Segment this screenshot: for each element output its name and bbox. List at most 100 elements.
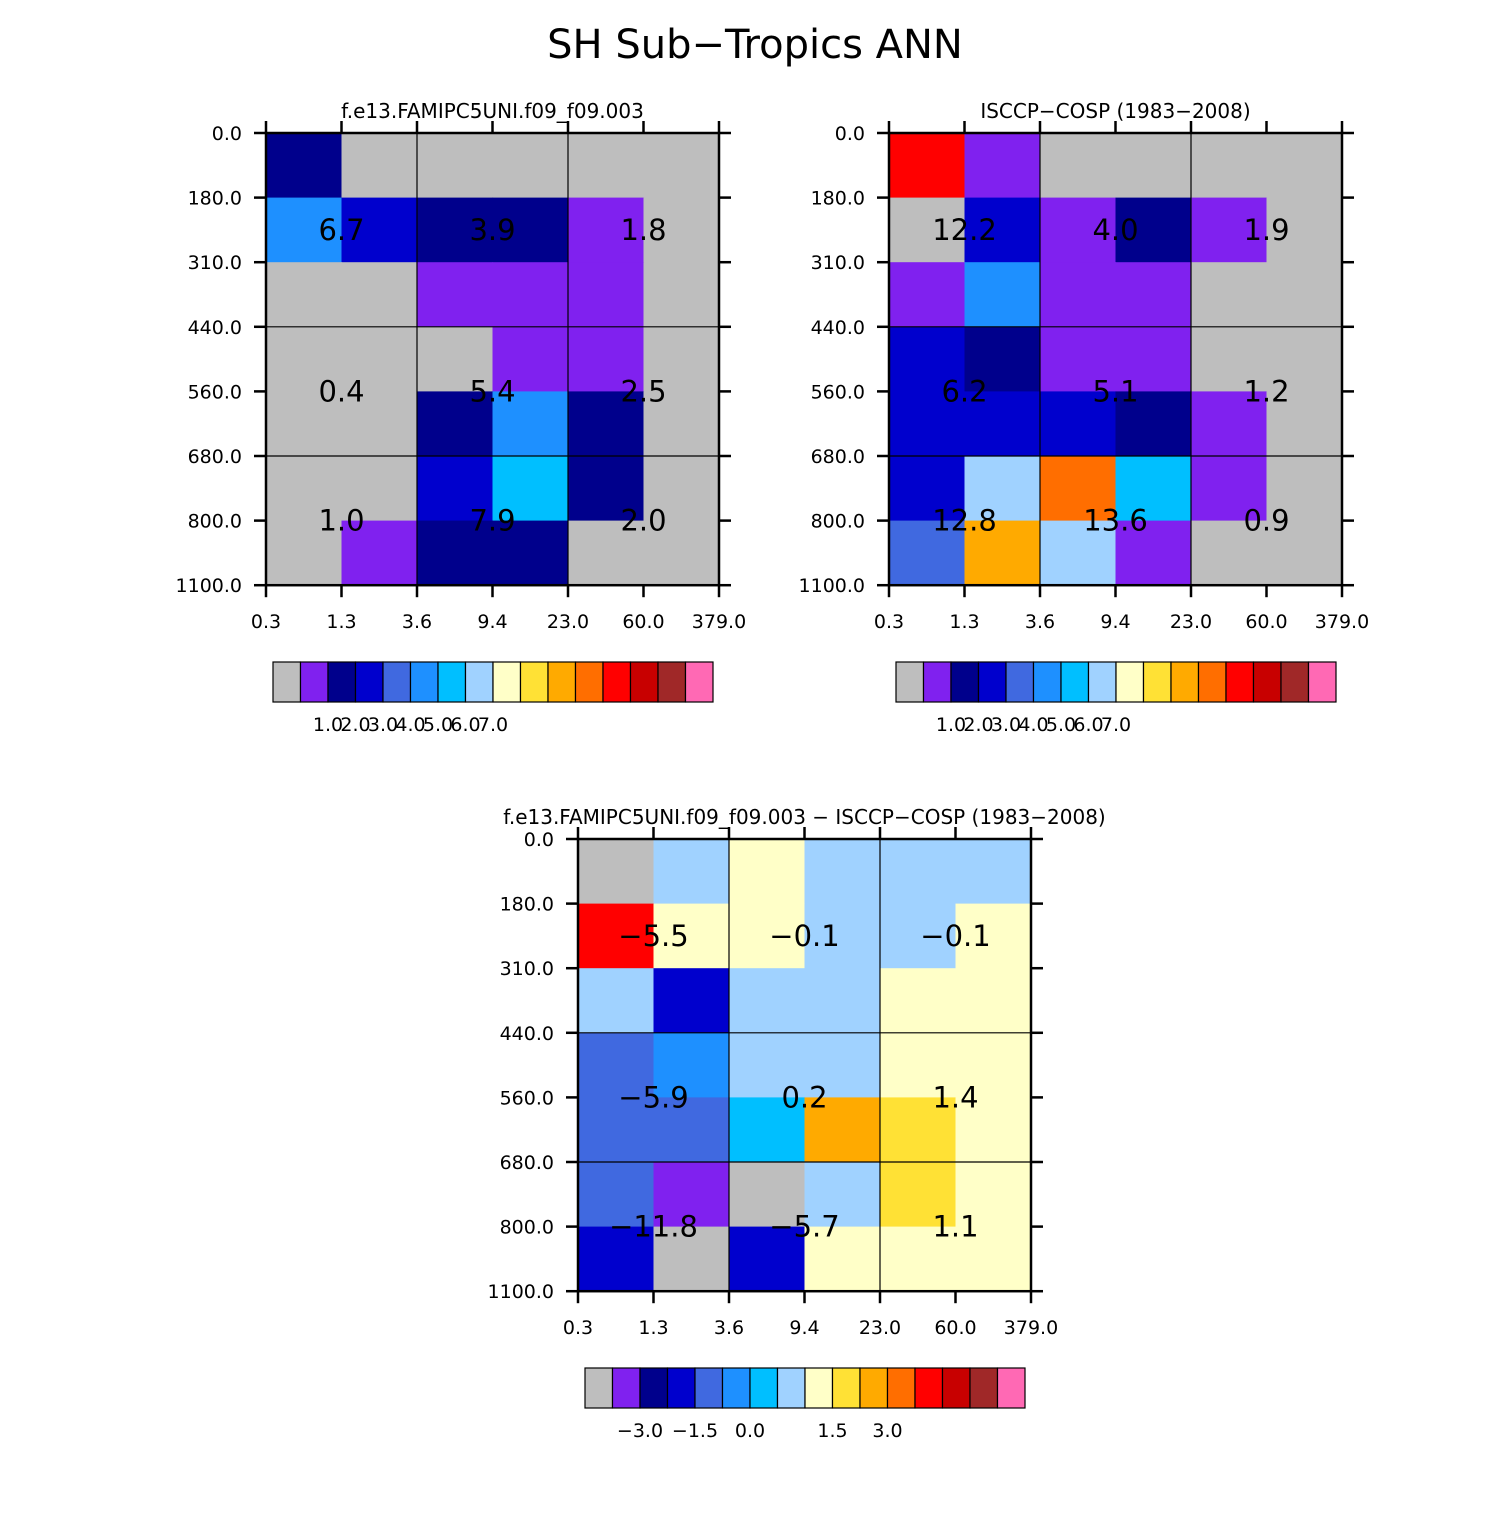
heatmap-panel-1: f.e13.FAMIPC5UNI.f09_f09.003 6.7 3.9 1.8 0.4… xyxy=(176,99,747,736)
cell-value-label: 12.8 xyxy=(932,504,997,538)
colorbar-box xyxy=(299,661,329,703)
heatmap-cell xyxy=(653,1226,730,1292)
heatmap-cell xyxy=(492,391,569,457)
x-tick-label: 60.0 xyxy=(934,1317,976,1339)
colorbar-label: 2.0 xyxy=(963,714,993,736)
heatmap-cell xyxy=(266,197,343,263)
heatmap-cell xyxy=(955,1162,1032,1228)
heatmap-cell xyxy=(1115,391,1192,457)
heatmap-cell xyxy=(804,1097,881,1163)
y-tick-label: 440.0 xyxy=(811,317,865,339)
heatmap-cell xyxy=(964,456,1041,522)
x-tick-label: 23.0 xyxy=(547,611,589,633)
colorbar-box xyxy=(1307,661,1337,703)
heatmap-cell xyxy=(1266,520,1343,586)
heatmap-cell xyxy=(653,968,730,1034)
panel-title: f.e13.FAMIPC5UNI.f09_f09.003 xyxy=(341,99,644,123)
cell-value-label: 6.2 xyxy=(941,374,987,408)
x-tick-label: 0.3 xyxy=(563,1317,593,1339)
heatmap-cell xyxy=(578,903,655,969)
colorbar-label: 1.0 xyxy=(313,714,343,736)
x-tick-label: 379.0 xyxy=(1004,1317,1058,1339)
colorbar-box xyxy=(1225,661,1255,703)
colorbar: 1.02.03.04.05.06.07.0 xyxy=(272,661,714,736)
heatmap-panel-3: f.e13.FAMIPC5UNI.f09_f09.003 − ISCCP−COS… xyxy=(488,805,1106,1442)
y-tick-label: 440.0 xyxy=(500,1023,554,1045)
y-tick-label: 180.0 xyxy=(188,188,242,210)
colorbar-box xyxy=(1032,661,1062,703)
colorbar-box xyxy=(629,661,659,703)
heatmap-cell xyxy=(653,1097,730,1163)
heatmap-cell xyxy=(492,520,569,586)
heatmap-cell xyxy=(729,903,806,969)
heatmap-cell xyxy=(889,262,966,328)
heatmap-cell xyxy=(1266,197,1343,263)
y-tick-label: 180.0 xyxy=(811,188,865,210)
heatmap-cell xyxy=(417,262,494,328)
x-tick-label: 1.3 xyxy=(949,611,979,633)
heatmap-cell xyxy=(1266,456,1343,522)
heatmap-cell xyxy=(1191,197,1268,263)
heatmap-cell xyxy=(880,1032,957,1098)
heatmap-cell xyxy=(1040,520,1117,586)
heatmap-cell xyxy=(804,839,881,905)
cell-value-label: 3.9 xyxy=(469,213,515,247)
heatmap-cell xyxy=(341,197,418,263)
y-tick-label: 560.0 xyxy=(188,381,242,403)
colorbar-label: 1.5 xyxy=(817,1420,847,1442)
colorbar-box xyxy=(831,1367,861,1409)
colorbar-box xyxy=(886,1367,916,1409)
heatmap-cell xyxy=(492,326,569,392)
x-tick-label: 1.3 xyxy=(326,611,356,633)
colorbar-box xyxy=(721,1367,751,1409)
colorbar-box xyxy=(382,661,412,703)
colorbar-label: −1.5 xyxy=(672,1420,718,1442)
colorbar-box xyxy=(547,661,577,703)
colorbar-box xyxy=(1197,661,1227,703)
heatmap-cell xyxy=(643,456,720,522)
heatmap-cell xyxy=(964,391,1041,457)
heatmap-cell xyxy=(729,1032,806,1098)
cell-value-label: 0.2 xyxy=(781,1080,827,1114)
cell-value-label: 1.8 xyxy=(620,213,666,247)
colorbar-box xyxy=(1005,661,1035,703)
cell-value-label: 4.0 xyxy=(1092,213,1138,247)
heatmap-cell xyxy=(880,839,957,905)
heatmap-cell xyxy=(889,197,966,263)
heatmap-cell xyxy=(266,326,343,392)
x-tick-label: 60.0 xyxy=(1245,611,1287,633)
heatmap-cell xyxy=(492,456,569,522)
x-tick-label: 9.4 xyxy=(789,1317,819,1339)
heatmap-cell xyxy=(1115,326,1192,392)
heatmap-cell xyxy=(568,391,645,457)
cell-value-label: 2.5 xyxy=(620,374,666,408)
heatmap-cell xyxy=(955,968,1032,1034)
colorbar-box xyxy=(859,1367,889,1409)
cell-value-label: 1.9 xyxy=(1243,213,1289,247)
cell-value-label: 1.0 xyxy=(318,504,364,538)
heatmap-cell xyxy=(964,133,1041,199)
heatmap-cell xyxy=(889,326,966,392)
heatmap-cell xyxy=(568,520,645,586)
heatmap-cell xyxy=(266,456,343,522)
x-tick-label: 379.0 xyxy=(692,611,746,633)
colorbar-box xyxy=(519,661,549,703)
heatmap-cell xyxy=(266,520,343,586)
cell-value-label: 5.4 xyxy=(469,374,515,408)
y-tick-label: 310.0 xyxy=(188,252,242,274)
colorbar: −3.0 −1.5 0.0 1.5 3.0 xyxy=(584,1367,1026,1442)
heatmap-cell xyxy=(889,456,966,522)
colorbar-label: −3.0 xyxy=(617,1420,663,1442)
heatmap-cell xyxy=(1115,262,1192,328)
colorbar-box xyxy=(657,661,687,703)
heatmap-cell xyxy=(880,1097,957,1163)
colorbar-label: 7.0 xyxy=(1101,714,1131,736)
heatmap-cell xyxy=(266,262,343,328)
cell-value-label: 7.9 xyxy=(469,504,515,538)
cell-value-label: 12.2 xyxy=(932,213,997,247)
heatmap-cell xyxy=(341,456,418,522)
heatmap-cell xyxy=(1266,326,1343,392)
heatmap-cell xyxy=(417,133,494,199)
colorbar-label: 6.0 xyxy=(450,714,480,736)
heatmap-cell xyxy=(804,1162,881,1228)
